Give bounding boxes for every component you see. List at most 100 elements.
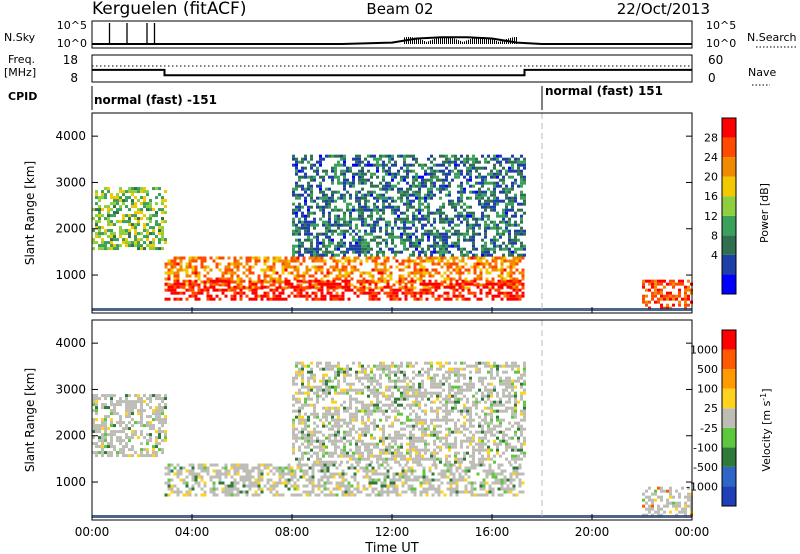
heat-cell xyxy=(392,490,396,494)
heat-cell xyxy=(98,235,101,239)
heat-cell xyxy=(440,469,444,473)
heat-cell xyxy=(122,448,125,452)
heat-cell xyxy=(191,271,195,275)
heat-cell xyxy=(173,288,177,292)
heat-cell xyxy=(316,250,319,254)
heat-cell xyxy=(365,466,369,470)
heat-cell xyxy=(406,169,409,173)
heat-cell xyxy=(515,262,519,266)
heat-cell xyxy=(182,478,186,482)
heat-cell xyxy=(409,244,412,248)
heat-cell xyxy=(403,376,406,380)
heat-cell xyxy=(331,439,334,443)
heat-cell xyxy=(412,220,415,224)
heat-cell xyxy=(298,388,301,392)
heat-cell xyxy=(493,241,496,245)
heat-cell xyxy=(328,187,331,191)
heat-cell xyxy=(412,223,415,227)
heat-cell xyxy=(347,493,351,497)
heat-cell xyxy=(224,279,228,283)
heat-cell xyxy=(520,226,523,230)
heat-cell xyxy=(355,448,358,452)
heat-cell xyxy=(367,208,370,212)
heat-cell xyxy=(349,403,352,407)
heat-cell xyxy=(415,217,418,221)
heat-cell xyxy=(370,448,373,452)
heat-cell xyxy=(391,457,394,461)
heat-cell xyxy=(410,466,414,470)
heat-cell xyxy=(128,409,131,413)
heat-cell xyxy=(358,376,361,380)
heat-cell xyxy=(292,157,295,161)
heat-cell xyxy=(146,421,149,425)
heat-cell xyxy=(493,154,496,158)
heat-cell xyxy=(313,385,316,389)
heat-cell xyxy=(349,181,352,185)
heat-cell xyxy=(331,253,334,257)
heat-cell xyxy=(445,166,448,170)
heat-cell xyxy=(413,487,417,491)
heat-cell xyxy=(350,475,354,479)
heat-cell xyxy=(379,418,382,422)
heat-cell xyxy=(449,271,453,275)
heat-cell xyxy=(266,291,270,295)
heat-cell xyxy=(292,403,295,407)
heat-cell xyxy=(349,208,352,212)
heat-cell xyxy=(511,184,514,188)
heat-cell xyxy=(487,199,490,203)
heat-cell xyxy=(343,232,346,236)
heat-cell xyxy=(367,373,370,377)
heat-cell xyxy=(319,385,322,389)
heat-cell xyxy=(298,448,301,452)
heat-cell xyxy=(434,288,438,292)
heat-cell xyxy=(382,211,385,215)
heat-cell xyxy=(287,265,291,269)
heat-cell xyxy=(320,285,324,289)
heat-cell xyxy=(334,400,337,404)
heat-cell xyxy=(415,238,418,242)
heat-cell xyxy=(296,283,300,287)
heat-cell xyxy=(206,288,210,292)
heat-cell xyxy=(322,250,325,254)
heat-cell xyxy=(200,487,204,491)
heat-cell xyxy=(349,385,352,389)
heat-cell xyxy=(334,154,337,158)
heat-cell xyxy=(328,391,331,395)
heat-cell xyxy=(125,214,128,218)
heat-cell xyxy=(299,279,303,283)
heat-cell xyxy=(485,268,489,272)
heat-cell xyxy=(137,220,140,224)
heat-cell xyxy=(146,208,149,212)
heat-cell xyxy=(298,169,301,173)
heat-cell xyxy=(379,208,382,212)
heat-cell xyxy=(473,291,477,295)
heat-cell xyxy=(320,469,324,473)
heat-cell xyxy=(684,294,687,298)
heat-cell xyxy=(412,163,415,167)
heat-cell xyxy=(301,382,304,386)
heat-cell xyxy=(412,250,415,254)
heat-cell xyxy=(487,160,490,164)
heat-cell xyxy=(290,256,294,260)
heat-cell xyxy=(257,481,261,485)
heat-cell xyxy=(122,430,125,434)
heat-cell xyxy=(470,484,474,488)
heat-cell xyxy=(292,382,295,386)
heat-cell xyxy=(400,196,403,200)
heat-cell xyxy=(281,288,285,292)
heat-cell xyxy=(517,202,520,206)
heat-cell xyxy=(467,280,471,284)
heat-cell xyxy=(452,291,456,295)
heat-cell xyxy=(416,271,420,275)
heat-cell xyxy=(452,283,456,287)
heat-cell xyxy=(224,484,228,488)
heat-cell xyxy=(446,487,450,491)
heat-cell xyxy=(233,280,237,284)
heat-cell xyxy=(475,223,478,227)
heat-cell xyxy=(344,490,348,494)
heat-cell xyxy=(388,370,391,374)
heat-cell xyxy=(410,277,414,281)
heat-cell xyxy=(325,223,328,227)
heat-cell xyxy=(407,469,411,473)
heat-cell xyxy=(428,469,432,473)
